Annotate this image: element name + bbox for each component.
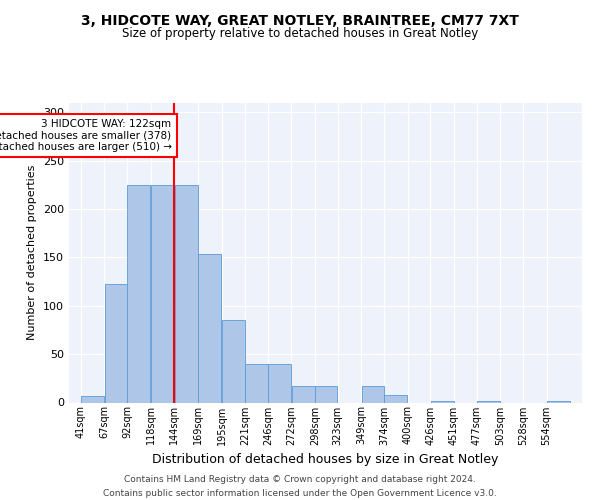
Y-axis label: Number of detached properties: Number of detached properties <box>28 165 37 340</box>
Bar <box>268 364 291 403</box>
Text: Size of property relative to detached houses in Great Notley: Size of property relative to detached ho… <box>122 28 478 40</box>
Bar <box>105 284 127 403</box>
Bar <box>198 254 221 402</box>
Bar <box>431 400 454 402</box>
Bar <box>362 386 384 402</box>
Bar <box>222 320 245 402</box>
Bar <box>245 364 268 403</box>
Bar <box>127 185 151 402</box>
Bar <box>316 386 337 402</box>
Text: Contains HM Land Registry data © Crown copyright and database right 2024.
Contai: Contains HM Land Registry data © Crown c… <box>103 476 497 498</box>
Bar <box>151 185 174 402</box>
Bar <box>175 185 197 402</box>
Text: 3 HIDCOTE WAY: 122sqm
← 42% of detached houses are smaller (378)
57% of semi-det: 3 HIDCOTE WAY: 122sqm ← 42% of detached … <box>0 119 172 152</box>
Bar <box>385 395 407 402</box>
Bar <box>81 396 104 402</box>
Text: 3, HIDCOTE WAY, GREAT NOTLEY, BRAINTREE, CM77 7XT: 3, HIDCOTE WAY, GREAT NOTLEY, BRAINTREE,… <box>81 14 519 28</box>
Bar <box>547 400 570 402</box>
Bar <box>477 400 500 402</box>
Bar <box>292 386 315 402</box>
X-axis label: Distribution of detached houses by size in Great Notley: Distribution of detached houses by size … <box>152 453 499 466</box>
